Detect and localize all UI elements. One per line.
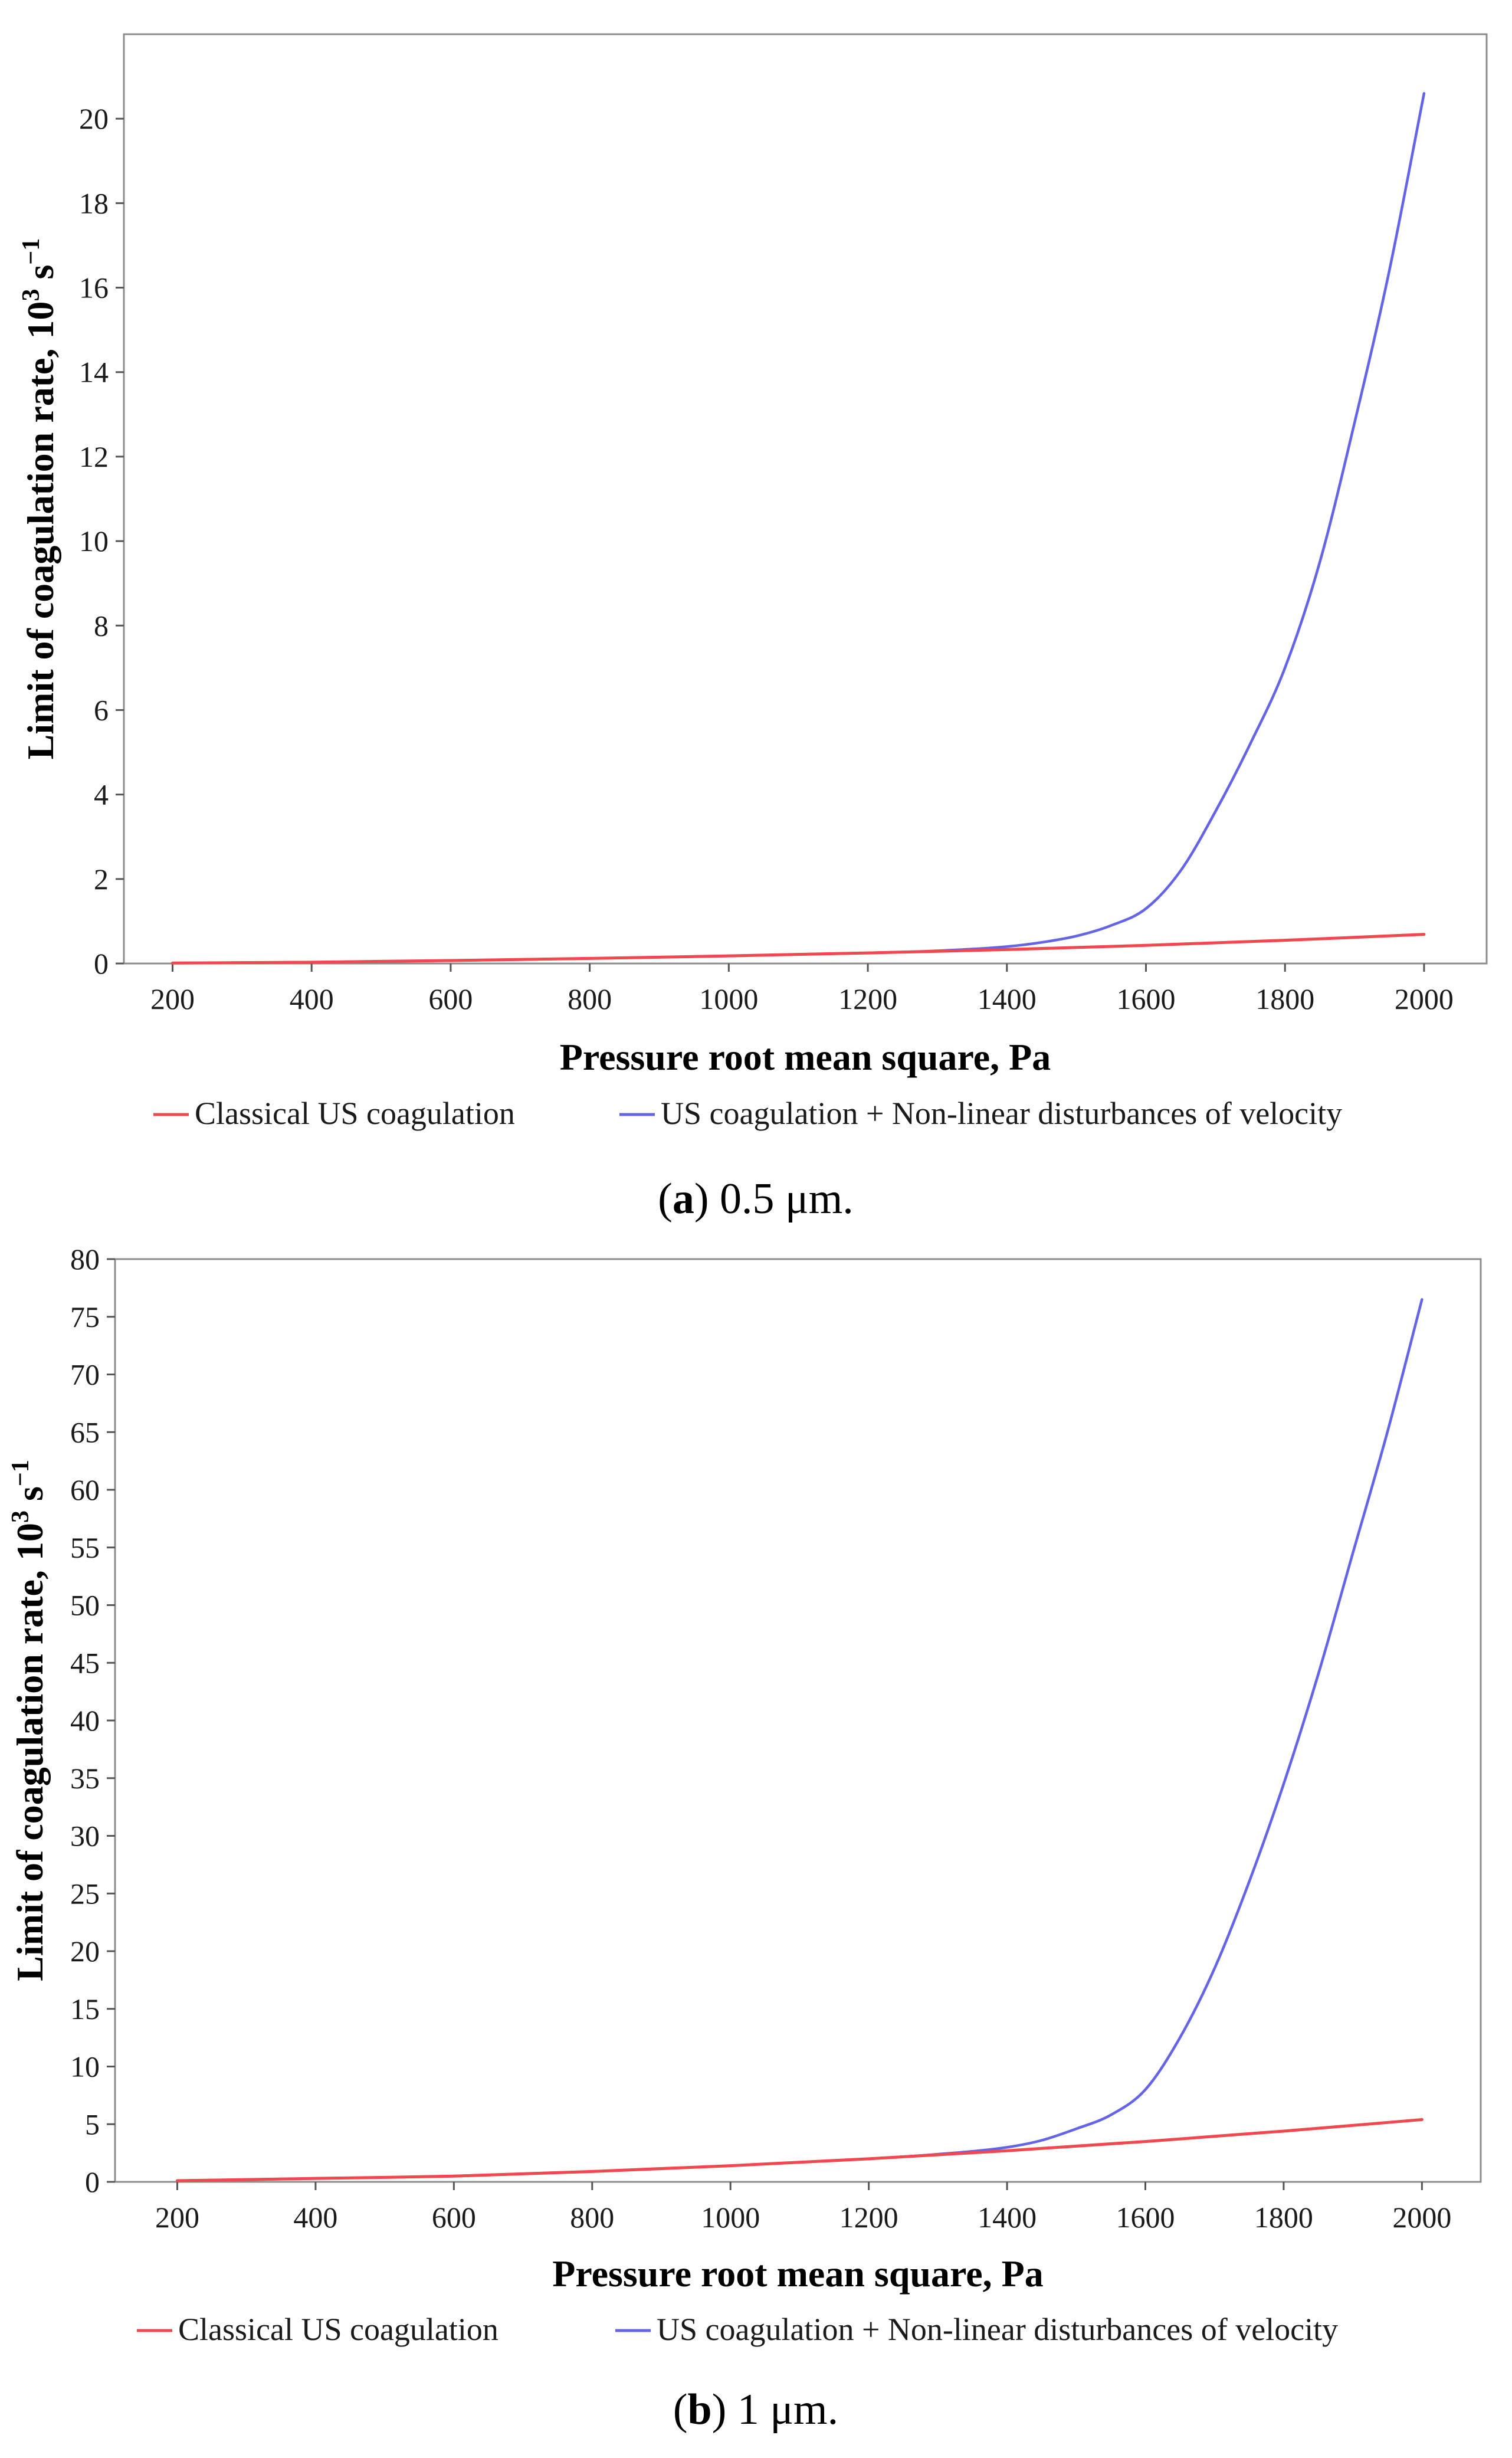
x-tick-label: 400 [293, 2201, 337, 2234]
legend-label-classical: Classical US coagulation [178, 2312, 498, 2347]
y-axis-title-sup: −1 [7, 1460, 34, 1486]
y-axis-title-main: Limit of coagulation rate, 10 [9, 1523, 51, 1981]
x-tick-label: 800 [570, 2201, 614, 2234]
y-tick-label: 16 [79, 271, 109, 304]
x-tick-label: 1400 [978, 982, 1037, 1015]
y-axis-title-sup: 3 [7, 1510, 34, 1523]
y-tick-label: 20 [79, 102, 109, 135]
chart-panel-a: 0 2 4 6 8 10 12 14 16 18 20 200 400 600 800 1000 1200 140… [18, 33, 1488, 1223]
y-tick-label: 80 [70, 1243, 100, 1276]
y-tick-label: 45 [70, 1646, 100, 1679]
x-tick-label: 2000 [1392, 2201, 1451, 2234]
legend-label-nonlinear: US coagulation + Non-linear disturbances… [657, 2312, 1338, 2347]
y-tick-label: 10 [79, 525, 109, 558]
caption-paren: ( [673, 2385, 688, 2434]
y-tick-label: 6 [94, 693, 109, 726]
y-axis-title-unit: s [9, 1486, 51, 1510]
y-tick-label: 12 [79, 440, 109, 473]
x-axis-title: Pressure root mean square, Pa [552, 2253, 1044, 2295]
y-tick-label: 0 [94, 947, 109, 980]
x-tick-label: 600 [432, 2201, 476, 2234]
y-tick-label: 2 [94, 863, 109, 896]
panel-caption: (a) 0.5 μm. [658, 1175, 854, 1223]
y-tick-label: 20 [70, 1935, 100, 1968]
y-tick-label: 40 [70, 1704, 100, 1737]
x-tick-label: 1800 [1255, 982, 1314, 1015]
y-tick-label: 65 [70, 1415, 100, 1448]
y-tick-label: 25 [70, 1877, 100, 1910]
caption-text: ) 0.5 μm. [694, 1175, 854, 1223]
x-tick-label: 600 [428, 982, 473, 1015]
y-tick-label: 0 [85, 2165, 100, 2198]
x-tick-label: 1800 [1254, 2201, 1313, 2234]
y-tick-label: 60 [70, 1473, 100, 1506]
caption-letter: b [688, 2385, 712, 2434]
x-tick-label: 1400 [978, 2201, 1037, 2234]
y-tick-label: 55 [70, 1531, 100, 1564]
x-tick-label: 2000 [1395, 982, 1454, 1015]
x-tick-label: 1000 [701, 2201, 760, 2234]
y-tick-label: 8 [94, 609, 109, 642]
plot-frame [123, 33, 1488, 965]
y-axis-title: Limit of coagulation rate, 103 s−1 [7, 1460, 51, 1981]
y-tick-label: 5 [85, 2108, 100, 2141]
y-axis-title: Limit of coagulation rate, 103 s−1 [18, 238, 61, 760]
x-tick-label: 1200 [838, 982, 897, 1015]
y-tick-label: 35 [70, 1762, 100, 1795]
caption-letter: a [673, 1175, 694, 1223]
x-tick-label: 1600 [1117, 982, 1176, 1015]
x-tick-label: 1000 [699, 982, 758, 1015]
y-axis-title-sup: −1 [18, 238, 45, 265]
series-line-classical [175, 2118, 1424, 2182]
caption-text: ) 1 μm. [712, 2385, 838, 2434]
y-axis-title-unit: s [19, 265, 61, 289]
chart-panel-b: 0 5 10 15 20 25 30 35 40 45 50 55 60 65 70 75 80 200 400 60… [7, 1243, 1482, 2434]
panel-caption: (b) 1 μm. [673, 2385, 838, 2434]
x-tick-label: 1600 [1116, 2201, 1175, 2234]
x-axis-title: Pressure root mean square, Pa [560, 1036, 1051, 1078]
x-tick-label: 200 [150, 982, 195, 1015]
y-tick-label: 14 [79, 356, 109, 389]
y-tick-label: 4 [94, 778, 109, 811]
x-tick-label: 400 [290, 982, 334, 1015]
y-tick-label: 15 [70, 1992, 100, 2026]
x-tick-label: 800 [568, 982, 612, 1015]
y-tick-label: 50 [70, 1589, 100, 1622]
y-tick-label: 10 [70, 2050, 100, 2083]
caption-paren: ( [658, 1175, 673, 1223]
legend-label-nonlinear: US coagulation + Non-linear disturbances… [661, 1096, 1342, 1131]
x-tick-label: 200 [155, 2201, 199, 2234]
series-line-classical [171, 933, 1426, 965]
legend-label-classical: Classical US coagulation [195, 1096, 515, 1131]
y-axis-title-sup: 3 [18, 289, 45, 301]
y-tick-label: 75 [70, 1300, 100, 1333]
y-tick-label: 18 [79, 186, 109, 219]
y-axis-title-main: Limit of coagulation rate, 10 [19, 301, 61, 760]
y-tick-label: 70 [70, 1358, 100, 1391]
x-tick-label: 1200 [839, 2201, 898, 2234]
y-tick-label: 30 [70, 1820, 100, 1853]
